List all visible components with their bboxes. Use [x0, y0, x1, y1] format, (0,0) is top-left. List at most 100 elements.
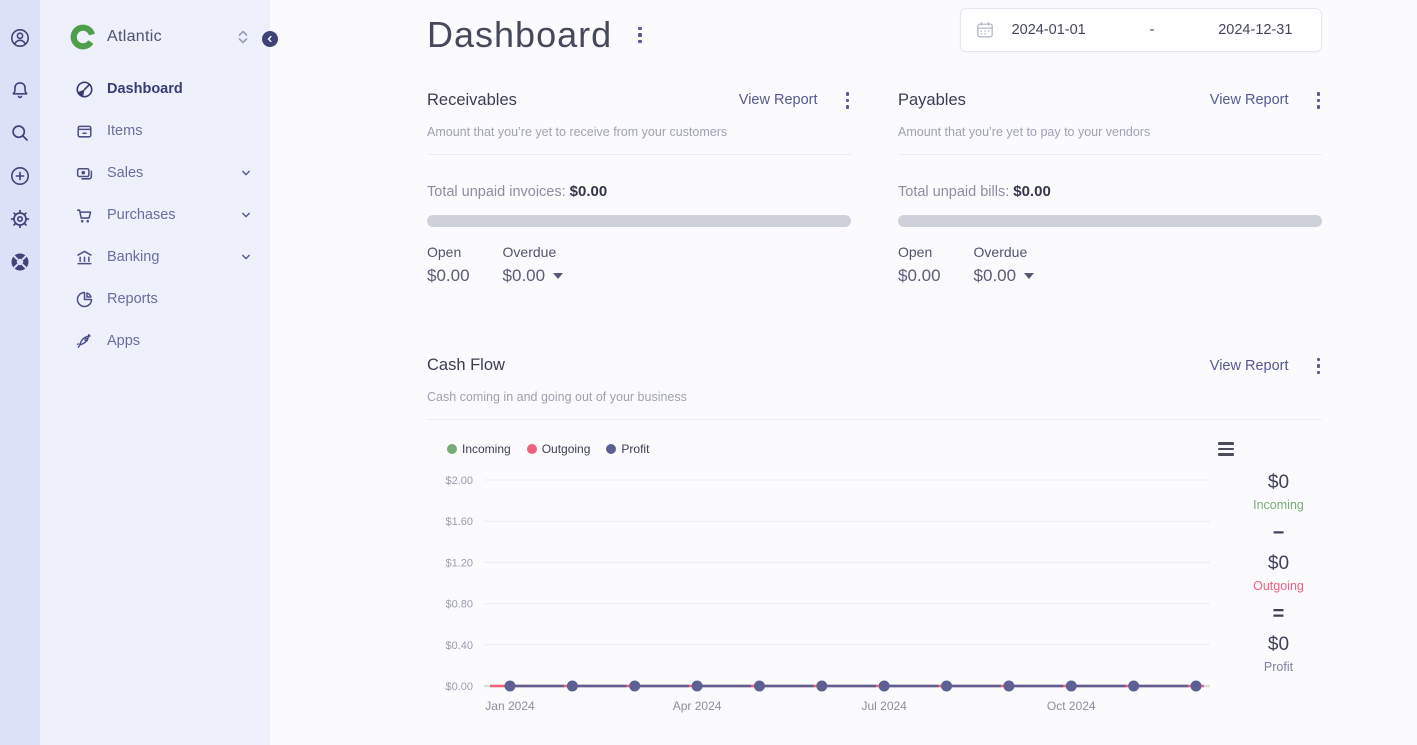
date-start[interactable]: 2024-01-01	[1011, 22, 1086, 38]
main-content: Dashboard 2024-01-01 - 2024-12-	[270, 0, 1417, 745]
add-new-plus-icon[interactable]	[10, 166, 30, 186]
cards-row: Receivables View Report Amount that you’…	[427, 90, 1322, 286]
open-label: Open	[427, 243, 462, 260]
date-range-picker[interactable]: 2024-01-01 - 2024-12-31	[960, 8, 1322, 52]
search-icon[interactable]	[10, 123, 30, 143]
incoming-dot-icon	[447, 443, 457, 454]
svg-text:Oct 2024: Oct 2024	[1047, 699, 1096, 713]
sidebar-item-dashboard[interactable]: Dashboard	[40, 68, 270, 110]
incoming-value: $0	[1267, 471, 1290, 493]
profit-label: Profit	[1263, 659, 1294, 674]
brand-row: Atlantic	[40, 24, 278, 50]
banknote-icon	[75, 164, 94, 183]
date-separator: -	[1149, 22, 1155, 38]
payables-kebab-menu[interactable]	[1315, 90, 1323, 111]
sidebar: Atlantic	[40, 0, 278, 745]
legend-label: Outgoing	[541, 441, 591, 456]
icon-rail	[0, 0, 40, 745]
gauge-icon	[75, 80, 94, 99]
open-value: $0.00	[427, 265, 470, 285]
cart-icon	[75, 206, 94, 225]
chevron-left-icon	[265, 34, 275, 44]
akaunting-logo	[70, 24, 96, 50]
outgoing-dot-icon	[526, 443, 537, 454]
sidebar-item-items[interactable]: Items	[40, 110, 270, 152]
receivables-progress-bar	[427, 214, 851, 227]
payables-total-value: $0.00	[1013, 182, 1051, 200]
cashflow-title: Cash Flow	[427, 356, 505, 375]
svg-text:Jul 2024: Jul 2024	[861, 699, 907, 713]
legend-outgoing[interactable]: Outgoing	[526, 441, 591, 456]
sidebar-item-apps[interactable]: Apps	[40, 320, 270, 362]
payables-card: Payables View Report Amount that you’re …	[898, 90, 1322, 286]
outgoing-value: $0	[1267, 552, 1290, 574]
sidebar-item-banking[interactable]: Banking	[40, 236, 270, 278]
legend-label: Incoming	[462, 441, 511, 456]
pie-chart-icon	[75, 290, 94, 309]
receivables-description: Amount that you’re yet to receive from y…	[427, 125, 851, 155]
sidebar-item-label: Items	[107, 123, 143, 139]
payables-overdue-stat: Overdue $0.00	[974, 244, 1035, 286]
payables-title: Payables	[898, 90, 966, 109]
cashflow-chart: $2.00 $1.60 $1.20 $0.80 $0.40 $0.00 Jan 2024 Ap…	[445, 475, 1210, 713]
account-icon[interactable]	[10, 28, 30, 48]
receivables-view-report-link[interactable]: View Report	[738, 92, 818, 109]
overdue-dropdown-caret[interactable]	[553, 272, 564, 279]
legend-incoming[interactable]: Incoming	[447, 442, 511, 456]
cashflow-view-report-link[interactable]: View Report	[1209, 357, 1289, 374]
open-value: $0.00	[898, 265, 941, 285]
bank-icon	[75, 248, 94, 267]
overdue-value: $0.00	[973, 265, 1017, 285]
overdue-dropdown-caret[interactable]	[1024, 272, 1035, 279]
svg-text:$2.00: $2.00	[445, 475, 473, 487]
svg-text:$0.40: $0.40	[445, 639, 473, 651]
overdue-label: Overdue	[973, 243, 1028, 260]
help-lifebuoy-icon[interactable]	[10, 252, 30, 272]
notifications-bell-icon[interactable]	[10, 80, 30, 100]
chevron-down-icon	[240, 251, 252, 263]
svg-text:Jan 2024: Jan 2024	[485, 699, 535, 713]
receivables-kebab-menu[interactable]	[844, 90, 852, 111]
outgoing-label: Outgoing	[1253, 578, 1304, 593]
hamburger-menu-icon[interactable]	[1216, 440, 1236, 458]
settings-gear-icon[interactable]	[10, 209, 30, 229]
date-end[interactable]: 2024-12-31	[1218, 22, 1293, 38]
overdue-value: $0.00	[502, 265, 546, 285]
sidebar-item-sales[interactable]: Sales	[40, 152, 270, 194]
sidebar-item-label: Banking	[107, 249, 160, 265]
cashflow-description: Cash coming in and going out of your bus…	[427, 390, 1322, 420]
cashflow-summary: $0 Incoming − $0 Outgoing = $0 Profit	[1217, 462, 1322, 720]
receivables-total: Total unpaid invoices: $0.00	[427, 183, 851, 200]
sidebar-item-label: Dashboard	[107, 81, 183, 97]
cashflow-kebab-menu[interactable]	[1315, 356, 1323, 377]
equals-sign: =	[1272, 602, 1285, 625]
receivables-card: Receivables View Report Amount that you’…	[427, 90, 851, 286]
company-name: Atlantic	[107, 28, 162, 45]
payables-open-stat: Open $0.00	[898, 244, 941, 286]
payables-total: Total unpaid bills: $0.00	[898, 183, 1322, 200]
receivables-title: Receivables	[427, 90, 517, 109]
page-title-kebab-menu[interactable]	[636, 25, 644, 46]
chevron-down-icon	[240, 167, 252, 179]
svg-text:Apr 2024: Apr 2024	[673, 699, 722, 713]
svg-text:$0.00: $0.00	[445, 681, 473, 693]
sidebar-item-reports[interactable]: Reports	[40, 278, 270, 320]
payables-view-report-link[interactable]: View Report	[1209, 92, 1289, 109]
rocket-icon	[75, 332, 94, 351]
sidebar-collapse-button[interactable]	[262, 31, 278, 47]
receivables-overdue-stat: Overdue $0.00	[503, 244, 564, 286]
sidebar-item-label: Sales	[107, 165, 144, 181]
open-label: Open	[898, 243, 933, 260]
svg-text:$1.60: $1.60	[445, 516, 473, 528]
sidebar-item-label: Purchases	[107, 207, 176, 223]
profit-value: $0	[1267, 633, 1290, 655]
receivables-total-label: Total unpaid invoices:	[427, 183, 566, 200]
legend-profit[interactable]: Profit	[606, 442, 649, 456]
svg-text:$1.20: $1.20	[445, 557, 473, 569]
payables-description: Amount that you’re yet to pay to your ve…	[898, 125, 1322, 155]
minus-sign: −	[1272, 521, 1285, 544]
company-switcher[interactable]	[236, 28, 250, 46]
overdue-label: Overdue	[502, 243, 557, 260]
sidebar-item-purchases[interactable]: Purchases	[40, 194, 270, 236]
